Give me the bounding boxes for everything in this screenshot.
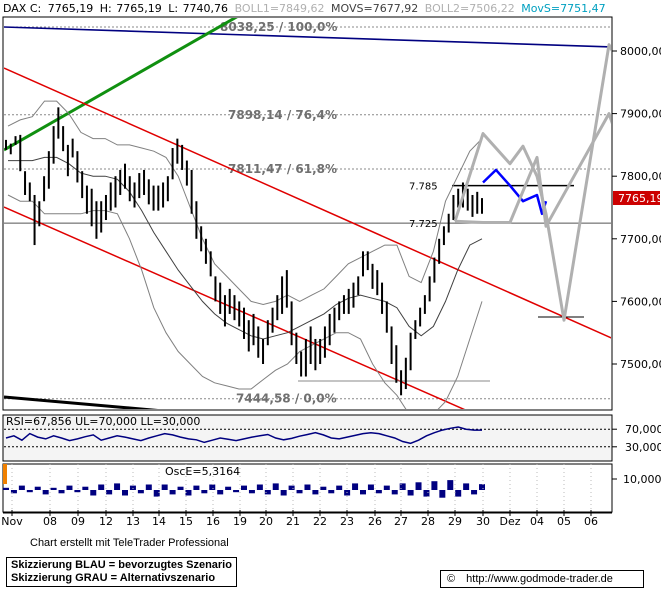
x-tick-label: 22 [313, 515, 327, 528]
header-high-label: H: [100, 2, 112, 15]
x-tick-label: 15 [179, 515, 193, 528]
source-url[interactable]: http://www.godmode-trader.de [466, 573, 613, 585]
scenario-gray [453, 43, 611, 322]
scenario-legend: Skizzierung BLAU = bevorzugtes Szenario … [6, 557, 237, 587]
navy-trendline [4, 26, 611, 48]
x-tick-label: 20 [259, 515, 273, 528]
rsi-title: RSI=67,856 UL=70,000 LL=30,000 [6, 415, 200, 428]
x-tick-label: 30 [476, 515, 490, 528]
key-level-label: 7.725 [409, 219, 438, 230]
x-tick-label: 12 [99, 515, 113, 528]
x-tick-label: 26 [368, 515, 382, 528]
main-plot: 8038,25 / 100,0% 7898,14 / 76,4% 7811,47 /… [4, 18, 611, 409]
credit-text: Chart erstellt mit TeleTrader Profession… [30, 537, 229, 549]
x-tick-label: 06 [584, 515, 598, 528]
x-tick-label: 23 [340, 515, 354, 528]
header-movs-s: MovS=7751,47 [521, 2, 605, 15]
osc-tick-label: 10,0000 [623, 473, 661, 486]
x-tick-label: 14 [152, 515, 166, 528]
rsi-panel-frame [2, 414, 613, 462]
x-tick-label: 29 [448, 515, 462, 528]
x-tick-label: 28 [421, 515, 435, 528]
main-plot-frame [2, 16, 613, 411]
fib-label: 8038,25 / 100,0% [220, 20, 337, 34]
scenario-gray [454, 112, 611, 228]
osc-plot: 10,0000 [3, 473, 661, 498]
x-tick-label: 19 [233, 515, 247, 528]
x-tick-label: 27 [394, 515, 408, 528]
rsi-plot: 70,000 30,000 [4, 423, 661, 454]
price-tick-label: 8000,00 [620, 45, 661, 58]
header-movs: MOVS=7677,92 [331, 2, 418, 15]
key-level-label: 7.785 [409, 182, 438, 193]
x-tick-label: Dez [499, 515, 520, 528]
black-base-line [4, 395, 158, 409]
x-tick-label: 09 [71, 515, 85, 528]
header-high: 7765,19 [116, 2, 162, 15]
channel-upper [4, 67, 611, 339]
x-tick-label: 05 [557, 515, 571, 528]
price-tick-label: 7800,00 [620, 170, 661, 183]
chart-header: DAX C: 7765,19 H: 7765,19 L: 7740,76 BOL… [3, 2, 606, 15]
scenario-blue [482, 168, 548, 216]
main-inner: 8038,25 / 100,0% 7898,14 / 76,4% 7811,47 /… [4, 18, 611, 409]
channel-lower [4, 206, 466, 409]
header-symbol: DAX C: [3, 2, 41, 15]
rsi-line [5, 426, 482, 445]
fib-label: 7811,47 / 61,8% [228, 162, 337, 176]
band-boll1 [7, 100, 483, 306]
source-url-box[interactable]: © http://www.godmode-trader.de [440, 570, 644, 588]
header-boll1: BOLL1=7849,62 [235, 2, 325, 15]
header-close: 7765,19 [48, 2, 94, 15]
price-tick-label: 7600,00 [620, 295, 661, 308]
date-axis: Nov 08 09 12 13 14 15 16 19 20 21 22 23 26 27 28 29 30 Dez… [1, 464, 612, 528]
price-tick-label: 7700,00 [620, 233, 661, 246]
price-tick-label: 7900,00 [620, 108, 661, 121]
fib-label: 7898,14 / 76,4% [228, 108, 337, 122]
x-tick-label: 04 [530, 515, 544, 528]
x-tick-label: 21 [286, 515, 300, 528]
green-trendline [4, 18, 238, 152]
header-boll2: BOLL2=7506,22 [425, 2, 515, 15]
header-low: 7740,76 [183, 2, 229, 15]
copyright-icon: © [447, 573, 456, 585]
x-tick-label: Nov [1, 515, 23, 528]
last-price-box [613, 190, 660, 205]
fib-label: 7444,58 / 0,0% [236, 392, 337, 406]
legend-gray-text: Skizzierung GRAU = Alternativszenario [11, 572, 216, 584]
price-tick-label: 7500,00 [620, 358, 661, 371]
header-low-label: L: [168, 2, 178, 15]
legend-blue-text: Skizzierung BLAU = bevorzugtes Szenario [11, 559, 232, 571]
price-axis: 8000,00 7900,00 7800,00 7700,00 7600,00 7500,… [612, 45, 661, 371]
x-tick-label: 16 [206, 515, 220, 528]
orange-marker [3, 464, 7, 484]
last-price-label: 7765,19 [618, 192, 661, 205]
osc-title: OscE=5,3164 [165, 465, 240, 478]
x-tick-label: 08 [43, 515, 57, 528]
rsi-tick-label: 30,000 [625, 441, 661, 454]
x-tick-label: 13 [126, 515, 140, 528]
rsi-tick-label: 70,000 [625, 423, 661, 436]
